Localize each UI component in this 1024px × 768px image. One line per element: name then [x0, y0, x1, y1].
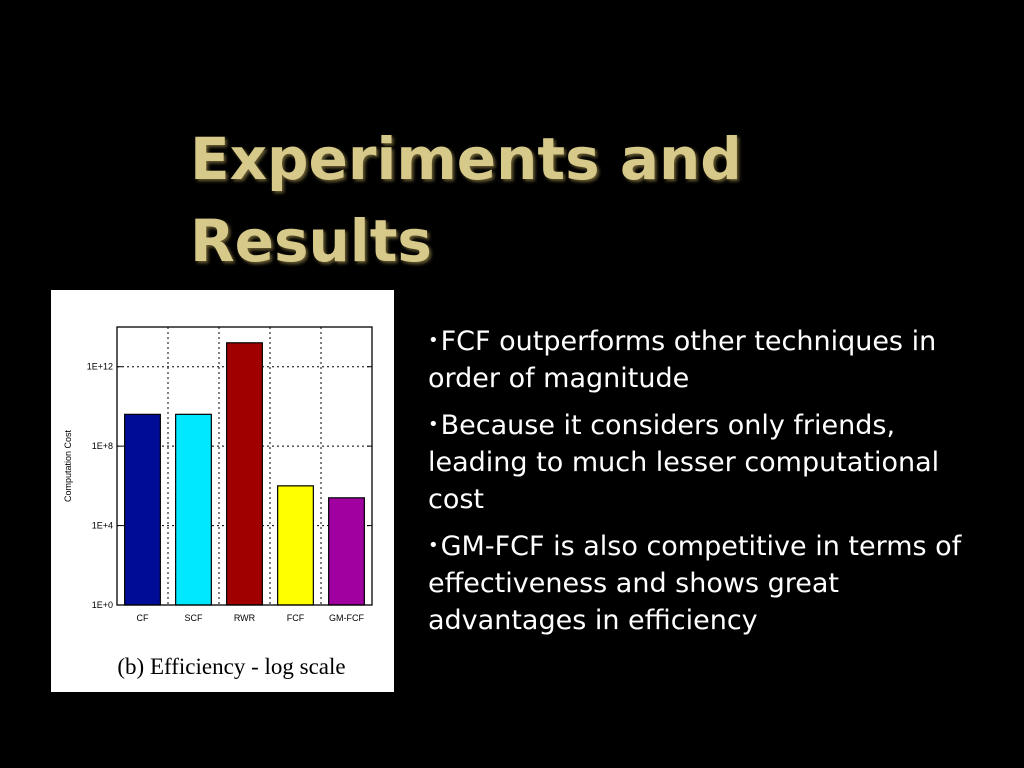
slide-title-line-2: Results: [190, 207, 432, 275]
bullet-text-1: FCF outperforms other techniques in orde…: [428, 326, 937, 394]
bar-fcf: [277, 485, 314, 606]
y-tick-label: 1E+0: [92, 600, 113, 610]
bullet-item-3: •GM-FCF is also competitive in terms of …: [428, 527, 988, 639]
y-tick-label: 1E+12: [87, 362, 113, 372]
bar-gm-fcf: [328, 497, 365, 606]
slide-title: Experiments and Results: [190, 118, 810, 282]
bar-rwr: [226, 342, 263, 606]
efficiency-bar-chart: CF SCF RWR FCF GM-FCF 1E+0 1E+4 1E+8 1E+12 Comput…: [63, 326, 373, 679]
x-tick-label: FCF: [287, 613, 305, 623]
y-axis-label: Computation Cost: [63, 429, 73, 502]
bullet-item-1: •FCF outperforms other techniques in ord…: [428, 322, 988, 397]
bullet-marker: •: [428, 330, 439, 351]
bullet-text-2: Because it considers only friends, leadi…: [428, 410, 940, 515]
x-tick-label: CF: [137, 613, 149, 623]
bar-scf: [175, 413, 212, 606]
bullet-marker: •: [428, 414, 439, 435]
x-tick-label: GM-FCF: [329, 613, 364, 623]
plot-frame: [116, 326, 373, 606]
chart-figure: CF SCF RWR FCF GM-FCF 1E+0 1E+4 1E+8 1E+12 Comput…: [51, 290, 394, 692]
y-tick-label: 1E+8: [92, 441, 113, 451]
bullet-marker: •: [428, 535, 439, 556]
chart-caption: (b) Efficiency - log scale: [117, 654, 345, 679]
x-tick-label: RWR: [234, 613, 256, 623]
bar-cf: [124, 413, 161, 606]
x-tick-label: SCF: [185, 613, 204, 623]
y-tick-label: 1E+4: [92, 521, 113, 531]
slide-title-line-1: Experiments and: [190, 125, 742, 193]
bullet-list: •FCF outperforms other techniques in ord…: [428, 322, 988, 648]
bullet-item-2: •Because it considers only friends, lead…: [428, 406, 988, 518]
bullet-text-3: GM-FCF is also competitive in terms of e…: [428, 531, 962, 636]
